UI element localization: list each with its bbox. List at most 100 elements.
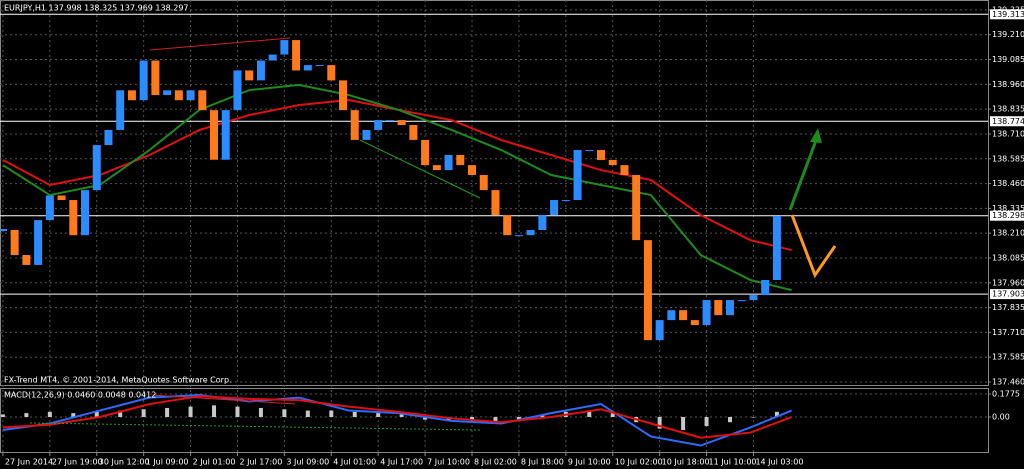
trend-line	[29, 422, 481, 431]
candle	[679, 310, 688, 321]
indicator-line	[2, 393, 792, 447]
candle	[339, 80, 348, 111]
histogram-bar	[516, 417, 521, 420]
histogram-bar	[94, 411, 99, 418]
candle	[256, 60, 265, 81]
candle	[655, 320, 664, 341]
candle	[139, 60, 148, 101]
histogram-bar	[704, 417, 709, 427]
y-tick-label: 0.1775	[992, 390, 1020, 399]
y-tick-label: 139.085	[992, 55, 1024, 64]
x-tick-label: 9 Jul 10:00	[568, 458, 611, 467]
histogram-bar	[305, 410, 310, 418]
candle	[597, 150, 606, 160]
candle	[479, 175, 488, 191]
x-tick-label: 4 Jul 01:00	[333, 458, 376, 467]
y-tick-label: 137.960	[992, 278, 1024, 287]
y-tick-label: 138.085	[992, 253, 1024, 262]
candle	[573, 150, 582, 201]
candle	[245, 70, 254, 81]
histogram-bar	[423, 417, 428, 420]
trend-line	[149, 37, 291, 51]
candle	[350, 110, 359, 140]
histogram-bar	[188, 406, 193, 418]
macd-frame	[0, 388, 989, 453]
histogram-bar	[0, 414, 5, 418]
y-tick-label: 138.835	[992, 105, 1024, 114]
histogram-bar	[728, 417, 733, 423]
candle	[526, 230, 535, 236]
x-tick-label: 4 Jul 17:00	[380, 458, 423, 467]
candle	[608, 159, 617, 166]
x-tick-label: 10 Jul 18:00	[662, 458, 710, 467]
candle	[538, 215, 547, 231]
main-frame	[0, 0, 989, 386]
footer: FX-Trend MT4, © 2001-2014, MetaQuotes So…	[4, 376, 232, 385]
histogram-bar	[71, 413, 76, 418]
candle	[385, 120, 394, 122]
histogram-bar	[212, 405, 217, 418]
candle	[397, 120, 406, 126]
x-tick-label: 27 Jun 2014	[5, 458, 53, 467]
candle	[456, 154, 465, 166]
candle	[327, 65, 336, 81]
y-tick-label: 0.00	[992, 413, 1010, 422]
x-tick-label: 2 Jul 01:00	[193, 458, 236, 467]
x-tick-label: 11 Jul 10:00	[709, 458, 757, 467]
candle	[632, 175, 641, 241]
histogram-bar	[165, 407, 170, 418]
y-tick-label: 138.210	[992, 229, 1024, 238]
candle	[374, 120, 383, 130]
x-tick-label: 14 Jul 03:00	[755, 458, 803, 467]
histogram-bar	[493, 417, 498, 421]
histogram-bar	[681, 417, 686, 430]
histogram-bar	[446, 417, 451, 421]
candle	[268, 54, 277, 61]
candle	[303, 65, 312, 71]
candle	[667, 310, 676, 321]
x-tick-label: 3 Jul 09:00	[286, 458, 329, 467]
histogram-bar	[118, 410, 123, 418]
candle	[749, 295, 758, 301]
candle	[198, 90, 207, 111]
chart-title: EURJPY,H1 137.998 138.325 137.969 138.29…	[4, 4, 189, 13]
x-tick-label: 8 Jul 18:00	[521, 458, 564, 467]
candle	[45, 195, 54, 221]
arrow-head	[810, 128, 822, 143]
indicator-line	[2, 395, 792, 439]
histogram-bar	[282, 409, 287, 418]
y-tick-label: 138.710	[992, 129, 1024, 138]
candle	[151, 60, 160, 96]
candle	[585, 150, 594, 152]
x-tick-label: 8 Jul 02:00	[474, 458, 517, 467]
histogram-bar	[657, 417, 662, 429]
histogram-bar	[235, 406, 240, 418]
y-tick-label: 138.585	[992, 154, 1024, 163]
level-label: 137.903	[992, 290, 1024, 299]
candle	[550, 200, 559, 216]
candle	[127, 90, 136, 101]
x-tick-label: 27 Jun 19:00	[52, 458, 103, 467]
candle	[34, 220, 43, 265]
x-tick-label: 7 Jul 10:00	[427, 458, 470, 467]
candle	[702, 300, 711, 326]
arrow	[788, 134, 820, 211]
candle	[210, 110, 219, 160]
histogram-bar	[24, 413, 29, 418]
candle	[432, 165, 441, 171]
candle	[561, 200, 570, 202]
candle	[643, 240, 652, 341]
histogram-bar	[258, 407, 263, 418]
candle	[362, 129, 371, 140]
candle	[503, 215, 512, 236]
histogram-bar	[141, 409, 146, 418]
y-tick-label: 137.460	[992, 378, 1024, 387]
candle	[292, 40, 301, 71]
histogram-bar	[774, 411, 779, 418]
x-tick-label: 1 Jul 09:00	[146, 458, 189, 467]
histogram-bar	[47, 411, 52, 418]
y-tick-label: 137.835	[992, 303, 1024, 312]
candle	[726, 300, 735, 316]
